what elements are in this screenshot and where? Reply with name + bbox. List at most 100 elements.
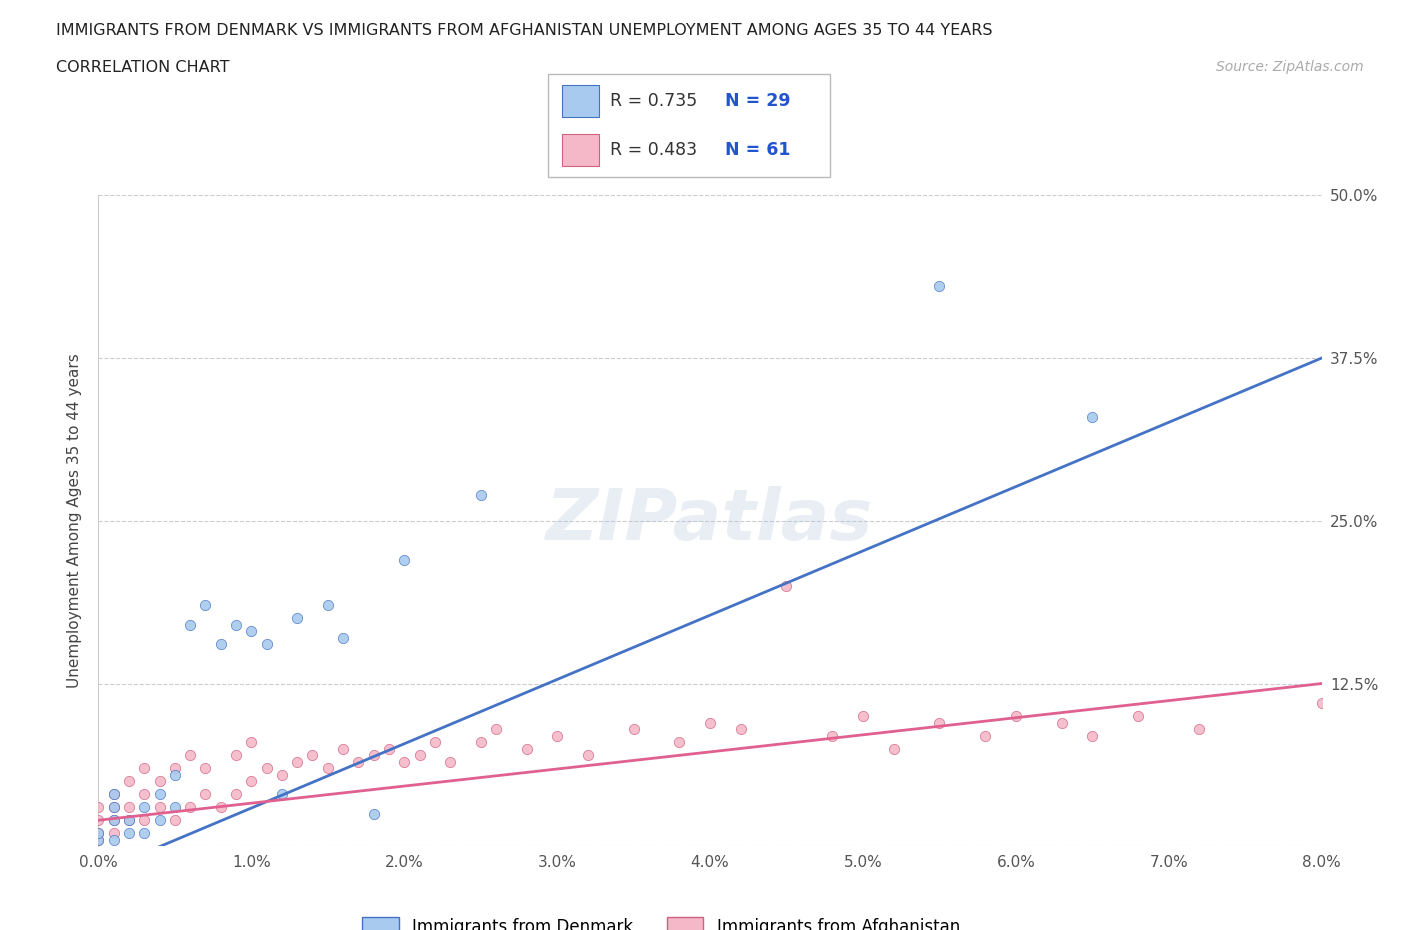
Point [1081,728,1104,743]
Point [194,761,217,776]
Point [485,722,508,737]
Point [316,598,339,613]
Point [103,813,125,828]
Text: CORRELATION CHART: CORRELATION CHART [56,60,229,75]
Point [408,748,430,763]
Point [439,754,461,769]
Point [1310,696,1333,711]
Point [470,487,492,502]
Point [103,787,125,802]
Point [103,813,125,828]
Point [285,611,308,626]
Point [316,761,339,776]
Point [134,761,156,776]
Point [1188,722,1211,737]
Point [103,787,125,802]
Point [163,761,186,776]
Point [118,826,141,841]
Point [87,832,110,847]
Text: N = 61: N = 61 [725,141,792,159]
Point [118,800,141,815]
Point [256,637,278,652]
Point [179,800,201,815]
Point [87,813,110,828]
Point [576,748,599,763]
Point [118,774,141,789]
Point [852,709,875,724]
Point [775,578,797,593]
Point [179,618,201,632]
Point [87,826,110,841]
Point [149,813,172,828]
Point [209,637,232,652]
Point [87,800,110,815]
Point [163,800,186,815]
Point [209,800,232,815]
Point [699,715,721,730]
Point [149,800,172,815]
Point [103,832,125,847]
Text: Source: ZipAtlas.com: Source: ZipAtlas.com [1216,60,1364,74]
Point [883,741,905,756]
Point [270,787,294,802]
Text: N = 29: N = 29 [725,92,792,110]
Point [118,813,141,828]
Point [87,826,110,841]
Point [392,552,416,567]
Point [1050,715,1073,730]
Point [134,826,156,841]
Point [103,826,125,841]
Point [285,754,308,769]
Point [332,741,354,756]
Point [516,741,538,756]
Point [149,774,172,789]
FancyBboxPatch shape [548,74,830,177]
Point [163,767,186,782]
Point [363,806,385,821]
Point [470,735,492,750]
Point [225,618,247,632]
Point [134,787,156,802]
Point [163,813,186,828]
Point [1004,709,1026,724]
Point [301,748,323,763]
Point [240,624,263,639]
Point [225,748,247,763]
Bar [562,134,599,166]
Point [363,748,385,763]
Point [225,787,247,802]
Point [821,728,844,743]
Legend: Immigrants from Denmark, Immigrants from Afghanistan: Immigrants from Denmark, Immigrants from… [356,910,966,930]
Point [928,279,950,294]
Y-axis label: Unemployment Among Ages 35 to 44 years: Unemployment Among Ages 35 to 44 years [67,353,83,688]
Point [332,631,354,645]
Point [730,722,752,737]
Point [240,774,263,789]
Point [347,754,370,769]
Point [974,728,997,743]
Text: R = 0.483: R = 0.483 [610,141,697,159]
Point [423,735,446,750]
Point [103,800,125,815]
Point [194,598,217,613]
Point [928,715,950,730]
Point [118,813,141,828]
Point [668,735,690,750]
Point [546,728,568,743]
Point [87,832,110,847]
Point [103,800,125,815]
Point [270,767,294,782]
Point [194,787,217,802]
Text: IMMIGRANTS FROM DENMARK VS IMMIGRANTS FROM AFGHANISTAN UNEMPLOYMENT AMONG AGES 3: IMMIGRANTS FROM DENMARK VS IMMIGRANTS FR… [56,23,993,38]
Point [1128,709,1150,724]
Point [240,735,263,750]
Point [623,722,645,737]
Point [134,800,156,815]
Text: ZIPatlas: ZIPatlas [547,486,873,555]
Text: R = 0.735: R = 0.735 [610,92,697,110]
Point [378,741,401,756]
Point [134,813,156,828]
Bar [562,85,599,117]
Point [1081,409,1104,424]
Point [392,754,416,769]
